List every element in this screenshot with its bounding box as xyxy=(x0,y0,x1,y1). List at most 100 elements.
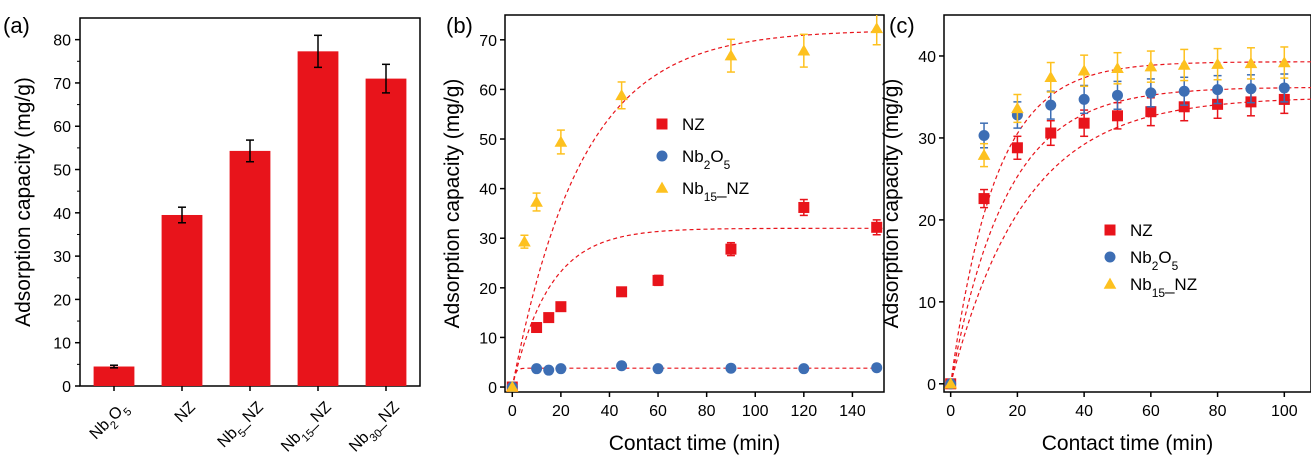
data-point xyxy=(1244,57,1258,69)
data-point xyxy=(1077,64,1091,76)
data-point xyxy=(1278,82,1290,94)
x-tick-label: 120 xyxy=(790,403,817,420)
legend-marker xyxy=(1104,251,1116,263)
panel-label: (a) xyxy=(3,13,30,38)
panel-label: (c) xyxy=(889,13,915,38)
panel-label: (b) xyxy=(446,13,473,38)
data-point xyxy=(1277,56,1291,68)
x-tick-label: 20 xyxy=(1009,403,1027,420)
data-point xyxy=(798,201,810,213)
x-tick-label: 80 xyxy=(698,403,716,420)
fit-curve xyxy=(950,61,1311,384)
data-point xyxy=(1245,83,1257,95)
data-point xyxy=(1144,60,1158,72)
data-point xyxy=(870,22,884,34)
data-point xyxy=(616,286,628,298)
data-point xyxy=(531,322,543,334)
y-tick-label: 70 xyxy=(53,76,71,93)
plot-frame xyxy=(943,14,1311,393)
data-point xyxy=(1111,89,1123,101)
y-tick-label: 60 xyxy=(53,119,71,136)
x-tick-label: 100 xyxy=(742,403,769,420)
x-tick-label: Nb30_NZ xyxy=(346,399,406,459)
data-point xyxy=(555,301,567,313)
data-point xyxy=(530,195,543,207)
bar xyxy=(93,366,135,386)
data-point xyxy=(1178,101,1190,113)
x-tick-label: 80 xyxy=(1209,403,1227,420)
data-point xyxy=(1044,70,1058,83)
data-point xyxy=(1011,142,1023,154)
y-tick-label: 10 xyxy=(479,330,497,347)
data-point xyxy=(725,243,737,255)
data-point xyxy=(1011,102,1024,114)
y-tick-label: 50 xyxy=(479,132,497,149)
fit-curve xyxy=(511,367,884,388)
x-tick-label: 0 xyxy=(508,403,517,420)
x-tick-label: 60 xyxy=(1142,403,1160,420)
data-point xyxy=(1145,106,1157,118)
y-axis-label: Adsorption capacity (mg/g) xyxy=(12,77,35,327)
legend-marker xyxy=(1104,224,1116,236)
data-point xyxy=(518,235,531,247)
y-axis-label: Adsorption capacity (mg/g) xyxy=(880,79,903,329)
x-tick-label: Nb15_NZ xyxy=(278,399,338,459)
x-tick-label: Nb2O5 xyxy=(87,399,135,447)
legend-marker xyxy=(1103,277,1117,289)
legend-label: Nb2O5 xyxy=(1130,248,1179,273)
data-point xyxy=(543,364,555,376)
data-point xyxy=(1211,57,1224,69)
legend-label: NZ xyxy=(682,115,705,134)
legend-label: Nb15_NZ xyxy=(1130,275,1197,300)
data-point xyxy=(505,380,519,392)
bar xyxy=(229,150,271,386)
fit-curve xyxy=(950,86,1311,384)
plot-area xyxy=(505,15,884,392)
data-point xyxy=(615,89,628,101)
y-axis-label: Adsorption capacity (mg/g) xyxy=(441,79,464,329)
data-point xyxy=(1212,84,1224,96)
plot-frame xyxy=(504,14,885,393)
data-point xyxy=(554,135,568,147)
data-point xyxy=(871,221,883,233)
x-tick-label: 60 xyxy=(649,403,667,420)
x-axis-label: Contact time (min) xyxy=(1042,432,1214,455)
data-point xyxy=(1111,61,1124,74)
data-point xyxy=(944,377,957,389)
data-point xyxy=(543,312,555,324)
x-tick-label: 40 xyxy=(601,403,619,420)
data-point xyxy=(1111,110,1123,122)
fit-curve xyxy=(511,227,884,388)
data-point xyxy=(871,362,883,374)
data-point xyxy=(977,148,991,160)
y-tick-label: 0 xyxy=(927,377,936,394)
fit-curve xyxy=(511,31,884,388)
y-tick-label: 70 xyxy=(479,33,497,50)
data-point xyxy=(616,360,628,372)
y-tick-label: 0 xyxy=(488,380,497,397)
legend-label: NZ xyxy=(1130,221,1153,240)
x-tick-label: 40 xyxy=(1075,403,1093,420)
y-tick-label: 20 xyxy=(479,281,497,298)
y-tick-label: 40 xyxy=(53,206,71,223)
fit-curve xyxy=(950,98,1311,384)
data-point xyxy=(1078,117,1090,129)
data-point xyxy=(1177,58,1191,70)
legend-label: Nb15_NZ xyxy=(682,179,749,204)
x-tick-label: Nb5_NZ xyxy=(215,399,271,455)
data-point xyxy=(1078,93,1090,105)
y-tick-label: 50 xyxy=(53,163,71,180)
y-tick-label: 10 xyxy=(53,336,71,353)
x-tick-label: 100 xyxy=(1271,403,1298,420)
y-tick-label: 30 xyxy=(918,131,936,148)
y-tick-label: 40 xyxy=(479,182,497,199)
data-point xyxy=(978,129,990,141)
data-point xyxy=(978,193,990,205)
y-tick-label: 10 xyxy=(918,295,936,312)
x-tick-label: 0 xyxy=(946,403,955,420)
y-tick-label: 80 xyxy=(53,33,71,50)
y-tick-label: 40 xyxy=(918,49,936,66)
data-point xyxy=(652,274,664,286)
